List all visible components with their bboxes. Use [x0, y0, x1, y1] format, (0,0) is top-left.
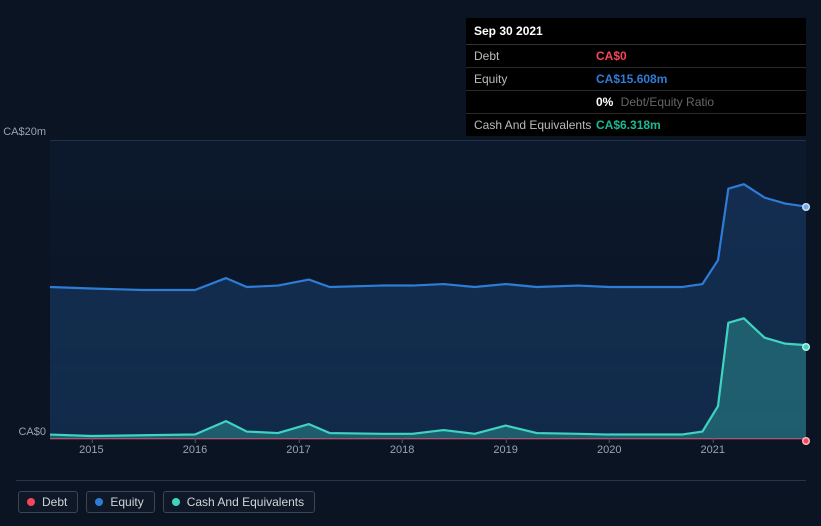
- y-axis-label-top: CA$20m: [0, 126, 46, 138]
- legend-swatch: [172, 498, 180, 506]
- x-axis: 2015 2016 2017 2018 2019 2020 2021: [50, 444, 806, 464]
- legend: Debt Equity Cash And Equivalents: [16, 480, 806, 516]
- tooltip-row: DebtCA$0: [466, 45, 806, 68]
- x-axis-tick: 2021: [701, 444, 725, 456]
- x-axis-tick: 2018: [390, 444, 414, 456]
- tooltip-row-label: Debt: [474, 49, 596, 63]
- tooltip-title: Sep 30 2021: [466, 18, 806, 45]
- tooltip-row-label: [474, 95, 596, 109]
- legend-label: Debt: [42, 495, 67, 509]
- tooltip-row-value: 0% Debt/Equity Ratio: [596, 95, 714, 109]
- x-axis-tick: 2017: [286, 444, 310, 456]
- legend-label: Equity: [110, 495, 143, 509]
- x-axis-tick: 2019: [493, 444, 517, 456]
- tooltip-row-value: CA$15.608m: [596, 72, 667, 86]
- tooltip-row-suffix: Debt/Equity Ratio: [617, 95, 714, 109]
- legend-swatch: [95, 498, 103, 506]
- tooltip-row: EquityCA$15.608m: [466, 68, 806, 91]
- legend-item-debt[interactable]: Debt: [18, 491, 78, 513]
- tooltip-row: Cash And EquivalentsCA$6.318m: [466, 114, 806, 136]
- legend-item-equity[interactable]: Equity: [86, 491, 154, 513]
- legend-label: Cash And Equivalents: [187, 495, 304, 509]
- tooltip-row: 0% Debt/Equity Ratio: [466, 91, 806, 114]
- series-end-marker: [802, 203, 810, 211]
- tooltip: Sep 30 2021 DebtCA$0EquityCA$15.608m0% D…: [466, 18, 806, 136]
- x-axis-tick: 2016: [183, 444, 207, 456]
- chart-container: Sep 30 2021 DebtCA$0EquityCA$15.608m0% D…: [0, 0, 821, 526]
- chart-area: CA$20m CA$0 2015201620172018201920202021: [16, 120, 806, 480]
- tooltip-row-value: CA$6.318m: [596, 118, 661, 132]
- tooltip-row-label: Cash And Equivalents: [474, 118, 596, 132]
- x-axis-tick: 2020: [597, 444, 621, 456]
- x-axis-tick: 2015: [79, 444, 103, 456]
- legend-swatch: [27, 498, 35, 506]
- plot-region[interactable]: [50, 140, 806, 440]
- legend-item-cash[interactable]: Cash And Equivalents: [163, 491, 315, 513]
- series-end-marker: [802, 343, 810, 351]
- tooltip-row-value: CA$0: [596, 49, 627, 63]
- tooltip-row-label: Equity: [474, 72, 596, 86]
- y-axis-label-bottom: CA$0: [0, 426, 46, 438]
